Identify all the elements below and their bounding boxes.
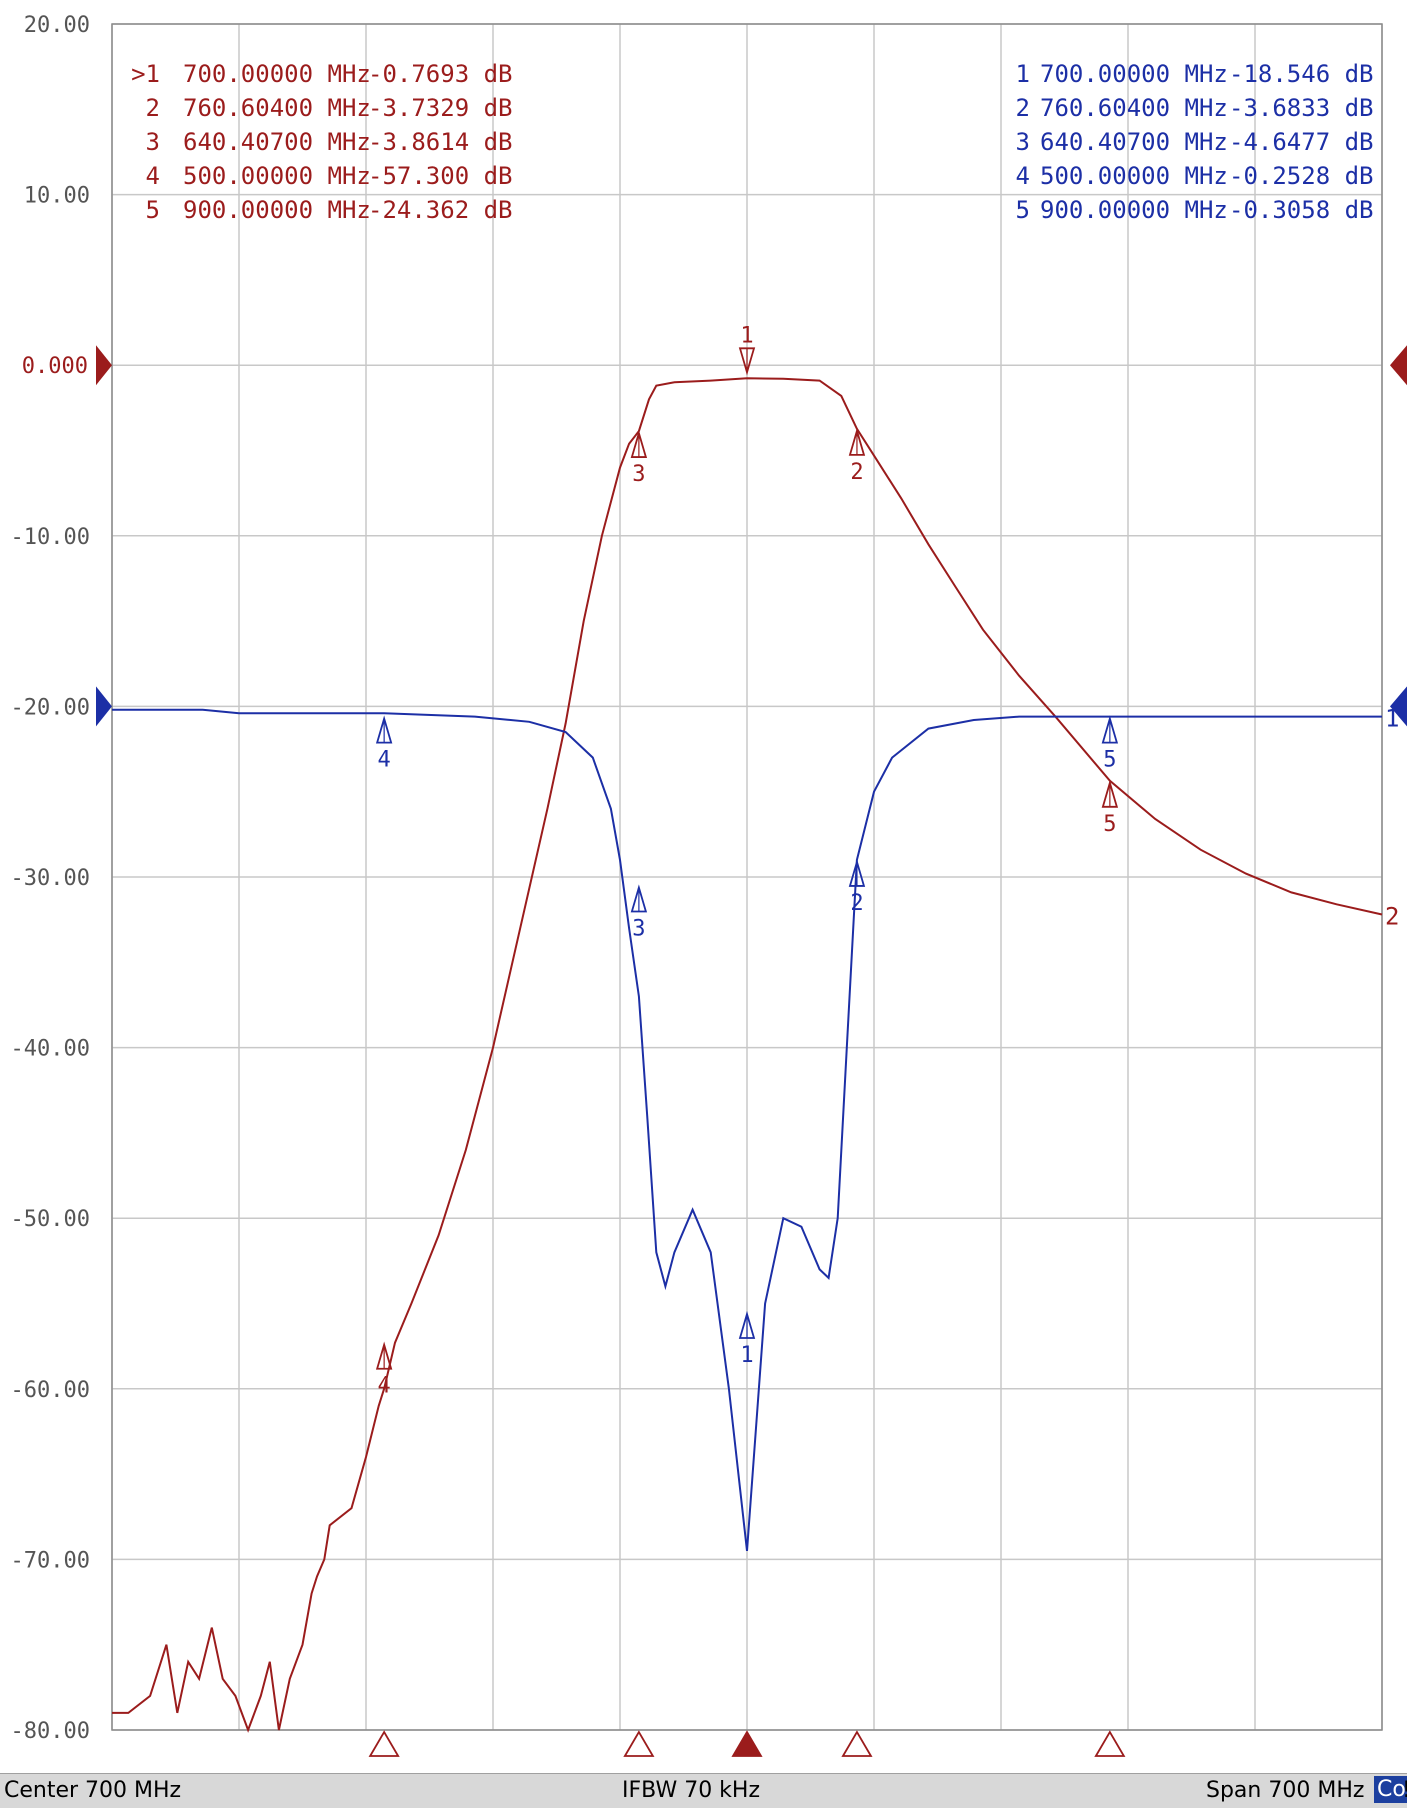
marker-table-label: 3 — [146, 128, 160, 156]
y-tick-label: -20.00 — [11, 695, 90, 720]
y-tick-label: -80.00 — [11, 1719, 90, 1744]
marker-table-value: -24.362 dB — [368, 196, 513, 224]
stimulus-markers — [368, 1730, 1126, 1757]
status-center-frequency: Center 700 MHz — [4, 1778, 182, 1803]
status-bar: Center 700 MHz IFBW 70 kHz Span 700 MHz … — [0, 1773, 1407, 1808]
y-tick-label: -70.00 — [11, 1548, 90, 1573]
marker-4-number: 4 — [378, 1374, 391, 1399]
y-tick-label: -30.00 — [11, 866, 90, 891]
marker-table-value: -3.7329 dB — [368, 94, 513, 122]
stimulus-marker[interactable] — [1094, 1730, 1126, 1757]
marker-table-label: 4 — [146, 162, 160, 190]
y-tick-label: -60.00 — [11, 1378, 90, 1403]
status-span: Span 700 MHz — [1206, 1778, 1365, 1803]
marker-5-number: 5 — [1103, 748, 1116, 773]
marker-table-frequency: 640.40700 MHz — [1040, 128, 1228, 156]
marker-table-value: -57.300 dB — [368, 162, 513, 190]
marker-table-frequency: 500.00000 MHz — [183, 162, 371, 190]
marker-3-number: 3 — [632, 462, 645, 487]
marker-table-frequency: 900.00000 MHz — [183, 196, 371, 224]
grid — [111, 23, 1383, 1731]
marker-tables: >1 700.00000 MHz-0.7693 dB2 760.60400 MHz-… — [131, 60, 1373, 224]
marker-table-label: 3 — [1016, 128, 1030, 156]
reference-level-arrows — [96, 345, 1407, 727]
marker-table-value: -3.8614 dB — [368, 128, 513, 156]
marker-2-number: 2 — [850, 891, 863, 916]
status-correction-badge[interactable]: Cor — [1374, 1776, 1407, 1803]
marker-table-frequency: 700.00000 MHz — [1040, 60, 1228, 88]
marker-table-value: -4.6477 dB — [1229, 128, 1374, 156]
marker-table-value: -0.7693 dB — [368, 60, 513, 88]
status-extra: ! — [1402, 1778, 1407, 1803]
trace-1-line — [112, 377, 1383, 1733]
trace-1-end-label: 2 — [1385, 903, 1399, 931]
marker-2-number: 2 — [850, 460, 863, 485]
marker-table-frequency: 760.60400 MHz — [183, 94, 371, 122]
stimulus-marker[interactable] — [623, 1730, 655, 1757]
series-traces: 21 — [112, 377, 1399, 1733]
stimulus-marker[interactable] — [841, 1730, 873, 1757]
trace-2-line — [112, 708, 1382, 1552]
marker-1-number: 1 — [740, 323, 753, 348]
stimulus-marker[interactable] — [731, 1730, 763, 1757]
marker-table-label: 2 — [1016, 94, 1030, 122]
reference-arrow-left[interactable] — [96, 686, 112, 727]
plot-frame — [111, 23, 1383, 1731]
reference-arrow-right[interactable] — [1390, 345, 1407, 386]
stimulus-marker[interactable] — [368, 1730, 400, 1757]
y-tick-label: 20.00 — [24, 13, 90, 38]
y-tick-label: 0.000 — [22, 354, 88, 379]
marker-table-value: -18.546 dB — [1229, 60, 1374, 88]
reference-arrow-left[interactable] — [96, 345, 112, 386]
y-tick-labels: 20.00 10.00 0.000 -10.00 -20.00 -30.00 -40.00 -… — [11, 13, 90, 1744]
marker-table-label: >1 — [131, 60, 160, 88]
marker-3-number: 3 — [632, 917, 645, 942]
y-tick-label: 10.00 — [24, 184, 90, 209]
marker-table-value: -0.3058 dB — [1229, 196, 1374, 224]
marker-table-frequency: 760.60400 MHz — [1040, 94, 1228, 122]
y-tick-label: -50.00 — [11, 1207, 90, 1232]
y-tick-label: -10.00 — [11, 525, 90, 550]
status-ifbw: IFBW 70 kHz — [622, 1778, 761, 1803]
marker-table-frequency: 700.00000 MHz — [183, 60, 371, 88]
marker-table-label: 5 — [146, 196, 160, 224]
y-tick-label: -40.00 — [11, 1037, 90, 1062]
marker-table-value: -3.6833 dB — [1229, 94, 1374, 122]
marker-table-frequency: 640.40700 MHz — [183, 128, 371, 156]
trace-markers: 1 2 3 4 5 1 2 3 4 5 — [375, 323, 1119, 1399]
marker-table-label: 5 — [1016, 196, 1030, 224]
marker-table-label: 2 — [146, 94, 160, 122]
reference-arrow-right[interactable] — [1390, 686, 1407, 727]
marker-1-number: 1 — [740, 1343, 753, 1368]
marker-5-number: 5 — [1103, 812, 1116, 837]
marker-table-value: -0.2528 dB — [1229, 162, 1374, 190]
marker-table-label: 4 — [1016, 162, 1030, 190]
marker-table-frequency: 500.00000 MHz — [1040, 162, 1228, 190]
marker-4-number: 4 — [378, 748, 391, 773]
marker-table-frequency: 900.00000 MHz — [1040, 196, 1228, 224]
marker-table-label: 1 — [1016, 60, 1030, 88]
